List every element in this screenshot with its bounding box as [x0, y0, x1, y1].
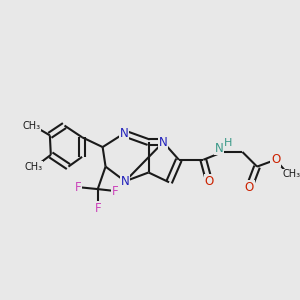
Text: O: O: [244, 181, 254, 194]
Text: N: N: [121, 175, 130, 188]
Text: O: O: [205, 175, 214, 188]
Text: F: F: [75, 181, 82, 194]
Text: CH₃: CH₃: [22, 121, 40, 130]
Text: N: N: [214, 142, 223, 154]
Text: F: F: [112, 184, 119, 198]
Text: H: H: [224, 138, 232, 148]
Text: N: N: [120, 127, 128, 140]
Text: N: N: [159, 136, 168, 149]
Text: CH₃: CH₃: [24, 162, 42, 172]
Text: F: F: [94, 202, 101, 215]
Text: CH₃: CH₃: [282, 169, 300, 179]
Text: O: O: [271, 153, 280, 166]
